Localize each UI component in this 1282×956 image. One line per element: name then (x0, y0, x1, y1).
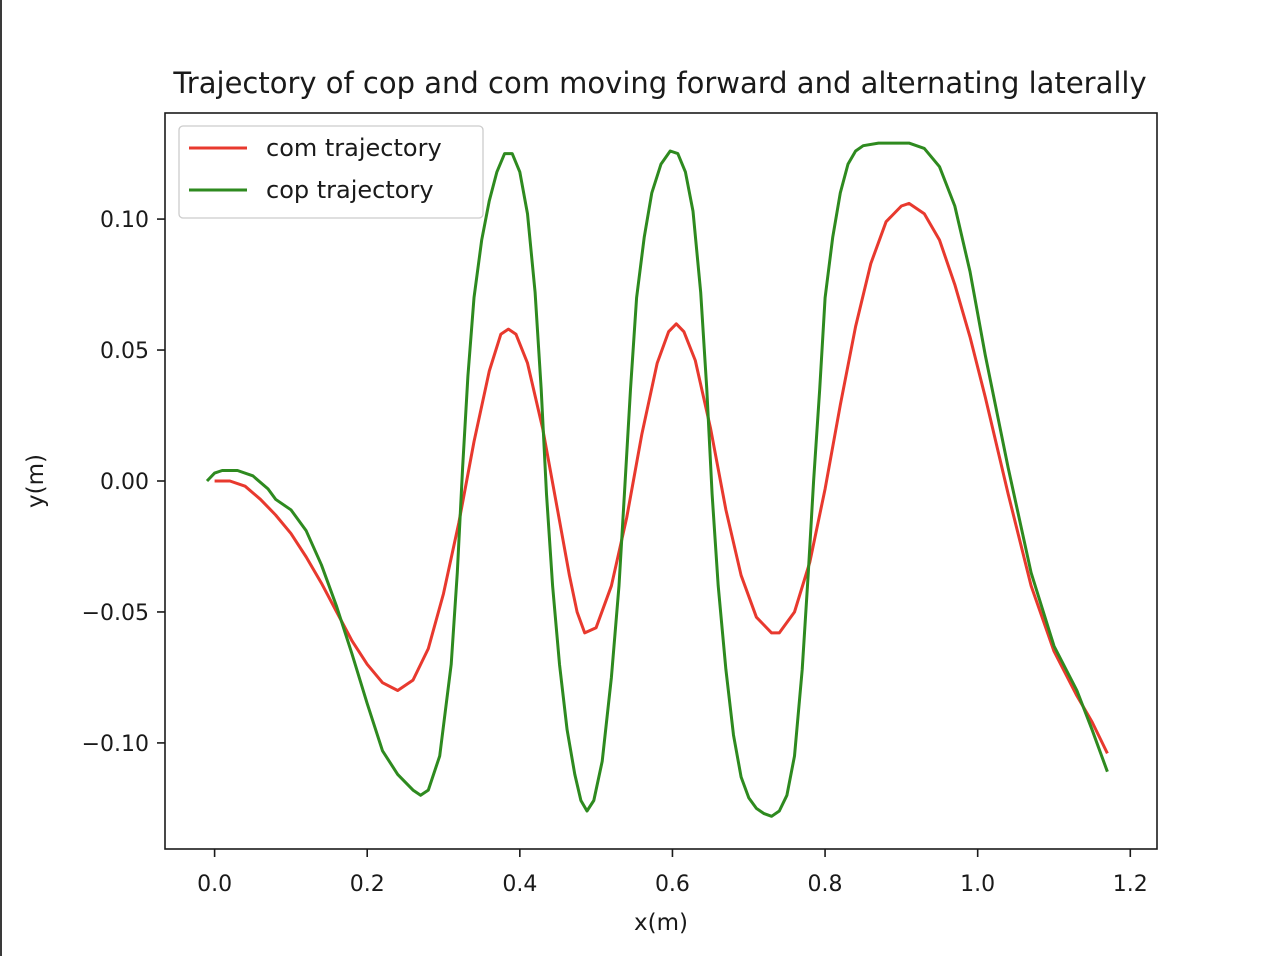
series-line-com (214, 201, 1109, 755)
x-tick-label: 0.4 (502, 872, 537, 897)
axes-frame (164, 112, 1158, 850)
y-tick-label: 0.05 (100, 339, 149, 364)
x-tick-label: 1.0 (960, 872, 995, 897)
y-tick-label: 0.00 (100, 470, 149, 495)
y-tick-label: −0.10 (82, 732, 149, 757)
legend-label-cop: cop trajectory (266, 176, 434, 204)
x-tick-label: 0.2 (350, 872, 385, 897)
legend: com trajectory cop trajectory (178, 125, 484, 219)
y-axis: −0.10 −0.05 0.00 0.05 0.10 (82, 208, 165, 757)
y-axis-label: y(m) (23, 454, 49, 508)
legend-label-com: com trajectory (266, 134, 442, 162)
x-tick-label: 0.0 (197, 872, 232, 897)
x-tick-label: 1.2 (1113, 872, 1148, 897)
legend-box (178, 125, 484, 219)
x-axis: 0.0 0.2 0.4 0.6 0.8 1.0 1.2 (197, 849, 1148, 897)
series-line-cop (205, 141, 1109, 818)
series-layer (205, 141, 1109, 818)
plot-area (164, 112, 1158, 850)
chart-title: Trajectory of cop and com moving forward… (172, 66, 1146, 100)
x-axis-label: x(m) (634, 910, 688, 936)
x-tick-label: 0.8 (808, 872, 843, 897)
x-tick-label: 0.6 (655, 872, 690, 897)
y-tick-label: 0.10 (100, 208, 149, 233)
y-tick-label: −0.05 (82, 601, 149, 626)
